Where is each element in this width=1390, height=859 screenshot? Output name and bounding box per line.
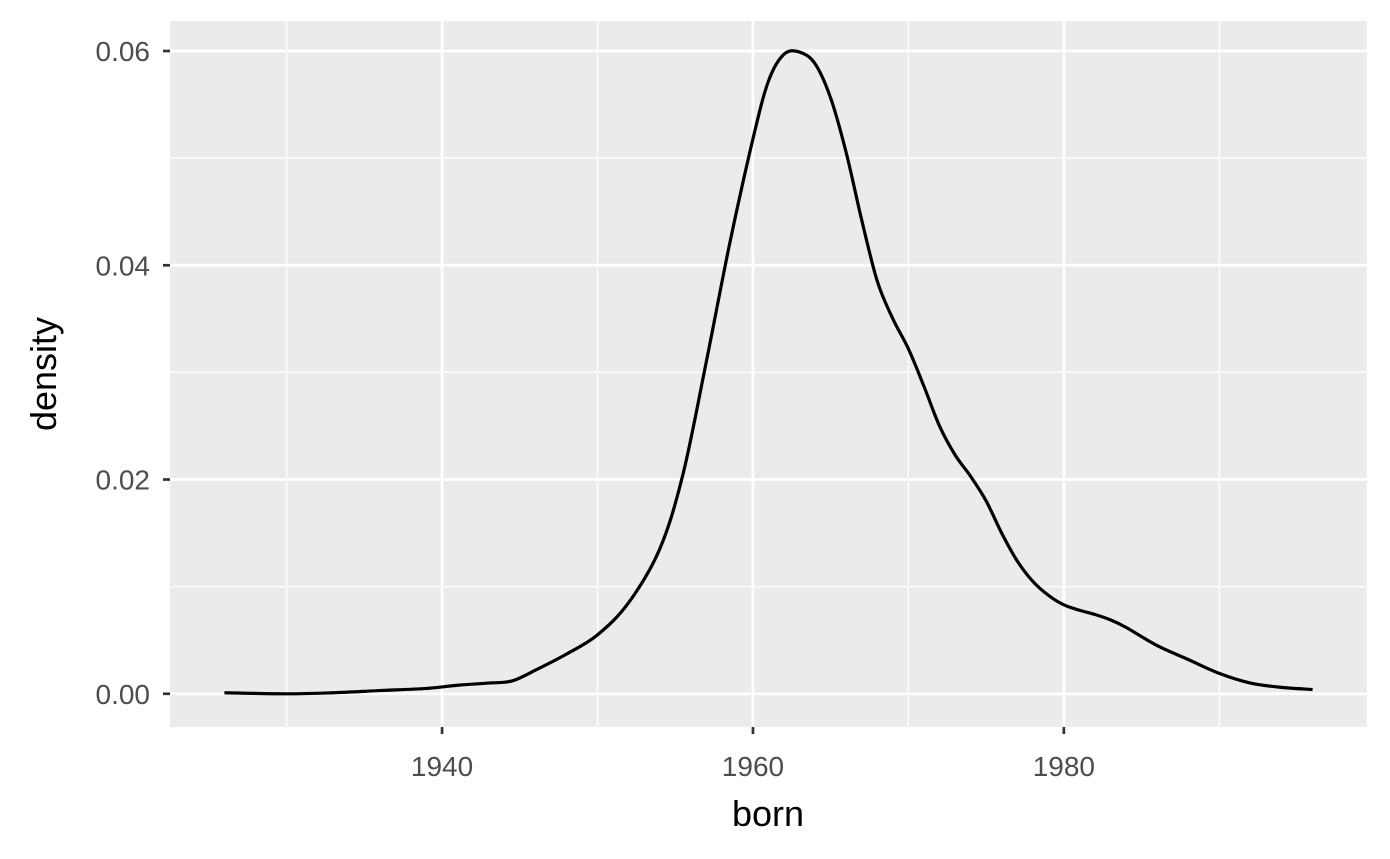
density-line [224, 49, 1313, 696]
series-layer [224, 49, 1313, 696]
axis-ticks: 1940 1960 1980 0.00 0.02 0.04 0.06 [96, 36, 1096, 782]
y-tick-label: 0.02 [96, 465, 151, 496]
x-tick-label: 1940 [411, 751, 473, 782]
grid-lines [170, 21, 1367, 727]
y-tick-label: 0.06 [96, 36, 151, 67]
y-tick-label: 0.00 [96, 679, 151, 710]
plot-panel [170, 21, 1367, 727]
y-tick-label: 0.04 [96, 250, 151, 281]
x-tick-label: 1960 [722, 751, 784, 782]
x-axis-title: born [732, 793, 804, 834]
x-tick-label: 1980 [1033, 751, 1095, 782]
y-axis-title: density [23, 317, 64, 431]
